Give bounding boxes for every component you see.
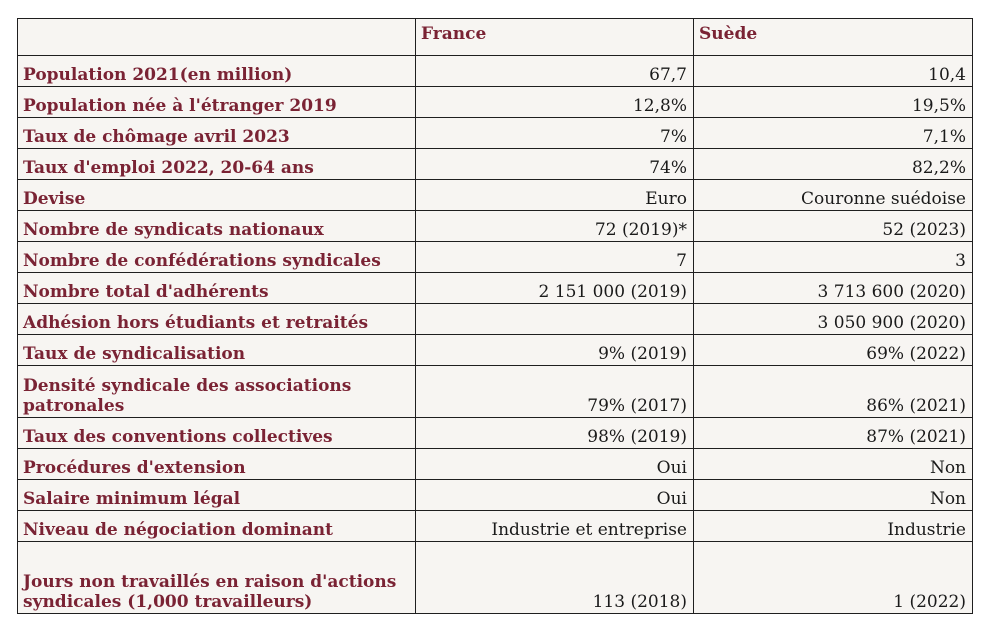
table-row: Procédures d'extension Oui Non xyxy=(17,448,973,480)
france-value: Euro xyxy=(415,179,694,211)
france-value: 98% (2019) xyxy=(415,417,694,449)
suede-value: Non xyxy=(693,479,973,511)
header-empty xyxy=(17,18,416,56)
suede-value: Non xyxy=(693,448,973,480)
suede-value: 3 xyxy=(693,241,973,273)
suede-value: 1 (2022) xyxy=(693,541,973,614)
suede-value: Couronne suédoise xyxy=(693,179,973,211)
france-value: 7 xyxy=(415,241,694,273)
table-row: Densité syndicale des associations patro… xyxy=(17,365,973,418)
suede-value: 82,2% xyxy=(693,148,973,180)
table-row: Nombre de syndicats nationaux 72 (2019)*… xyxy=(17,210,973,242)
table-row: Taux de chômage avril 2023 7% 7,1% xyxy=(17,117,973,149)
table-header-row: France Suède xyxy=(17,18,973,56)
table-row: Taux des conventions collectives 98% (20… xyxy=(17,417,973,449)
row-label: Niveau de négociation dominant xyxy=(17,510,416,542)
row-label: Taux des conventions collectives xyxy=(17,417,416,449)
france-value: 2 151 000 (2019) xyxy=(415,272,694,304)
suede-value: 3 713 600 (2020) xyxy=(693,272,973,304)
table-row: Devise Euro Couronne suédoise xyxy=(17,179,973,211)
row-label: Devise xyxy=(17,179,416,211)
suede-value: 86% (2021) xyxy=(693,365,973,418)
row-label: Jours non travaillés en raison d'actions… xyxy=(17,541,416,614)
row-label: Procédures d'extension xyxy=(17,448,416,480)
france-value: Industrie et entreprise xyxy=(415,510,694,542)
suede-value: Industrie xyxy=(693,510,973,542)
france-value: 9% (2019) xyxy=(415,334,694,366)
suede-value: 69% (2022) xyxy=(693,334,973,366)
france-value: 12,8% xyxy=(415,86,694,118)
table-row: Population née à l'étranger 2019 12,8% 1… xyxy=(17,86,973,118)
table-row: Population 2021(en million) 67,7 10,4 xyxy=(17,55,973,87)
table-row: Jours non travaillés en raison d'actions… xyxy=(17,541,973,614)
table-row: Nombre total d'adhérents 2 151 000 (2019… xyxy=(17,272,973,304)
row-label: Taux d'emploi 2022, 20-64 ans xyxy=(17,148,416,180)
row-label: Adhésion hors étudiants et retraités xyxy=(17,303,416,335)
row-label: Population née à l'étranger 2019 xyxy=(17,86,416,118)
suede-value: 52 (2023) xyxy=(693,210,973,242)
row-label: Taux de syndicalisation xyxy=(17,334,416,366)
table-row: Taux d'emploi 2022, 20-64 ans 74% 82,2% xyxy=(17,148,973,180)
france-value: 74% xyxy=(415,148,694,180)
suede-value: 7,1% xyxy=(693,117,973,149)
row-label: Nombre total d'adhérents xyxy=(17,272,416,304)
row-label: Nombre de syndicats nationaux xyxy=(17,210,416,242)
row-label: Salaire minimum légal xyxy=(17,479,416,511)
suede-value: 87% (2021) xyxy=(693,417,973,449)
table-row: Adhésion hors étudiants et retraités 3 0… xyxy=(17,303,973,335)
comparison-table: France Suède Population 2021(en million)… xyxy=(17,18,973,614)
table-row: Niveau de négociation dominant Industrie… xyxy=(17,510,973,542)
suede-value: 10,4 xyxy=(693,55,973,87)
france-value: Oui xyxy=(415,479,694,511)
row-label: Densité syndicale des associations patro… xyxy=(17,365,416,418)
france-value xyxy=(415,303,694,335)
row-label: Taux de chômage avril 2023 xyxy=(17,117,416,149)
row-label: Population 2021(en million) xyxy=(17,55,416,87)
france-value: 79% (2017) xyxy=(415,365,694,418)
france-value: 7% xyxy=(415,117,694,149)
france-value: Oui xyxy=(415,448,694,480)
header-france: France xyxy=(415,18,694,56)
header-suede: Suède xyxy=(693,18,973,56)
suede-value: 3 050 900 (2020) xyxy=(693,303,973,335)
table-row: Taux de syndicalisation 9% (2019) 69% (2… xyxy=(17,334,973,366)
france-value: 113 (2018) xyxy=(415,541,694,614)
france-value: 72 (2019)* xyxy=(415,210,694,242)
row-label: Nombre de confédérations syndicales xyxy=(17,241,416,273)
table-row: Nombre de confédérations syndicales 7 3 xyxy=(17,241,973,273)
suede-value: 19,5% xyxy=(693,86,973,118)
france-value: 67,7 xyxy=(415,55,694,87)
table-row: Salaire minimum légal Oui Non xyxy=(17,479,973,511)
